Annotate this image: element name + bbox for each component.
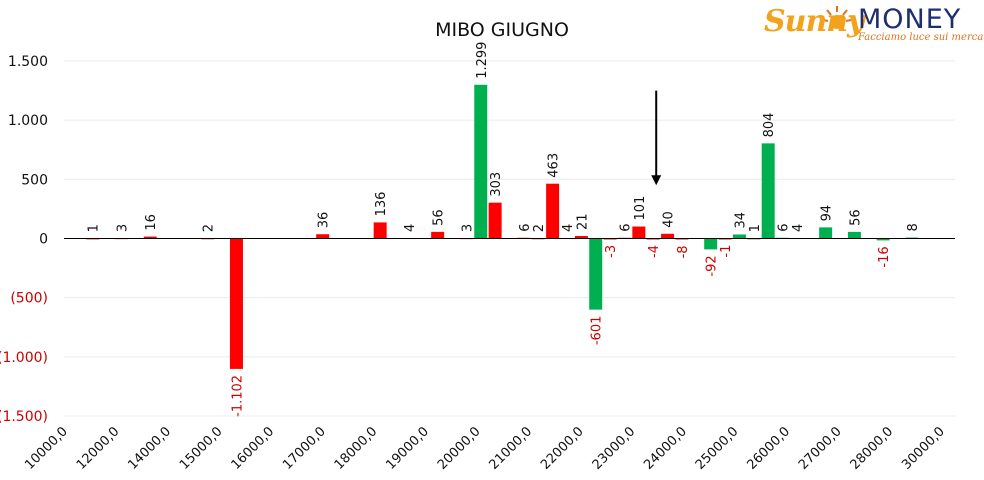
x-tick-label: 25000,0 [693, 424, 742, 473]
x-axis: 10000,0 12000,0 14000,0 15000,0 16000,0 17000… [22, 424, 948, 473]
bar [474, 84, 488, 239]
data-label: -601 [590, 316, 605, 346]
bar [316, 234, 330, 239]
x-tick-label: 15000,0 [177, 424, 226, 473]
data-label: -3 [604, 245, 619, 258]
y-tick-label: 0 [39, 232, 48, 248]
x-tick-label: 27000,0 [796, 424, 845, 473]
data-label: 303 [489, 172, 504, 197]
data-label: 6 [777, 224, 792, 232]
logo-tagline: Facciamo luce sui mercati [858, 32, 984, 43]
data-label: 3 [460, 224, 475, 232]
sunny-money-logo: Sunny MONEY Facciamo luce sui mercati [762, 4, 984, 52]
gridlines [64, 60, 955, 417]
x-tick-label: 23000,0 [590, 424, 639, 473]
bar [574, 236, 588, 239]
bar [431, 231, 445, 239]
data-label: -8 [676, 245, 691, 258]
x-tick-label: 26000,0 [744, 424, 793, 473]
data-label: 34 [733, 212, 748, 229]
data-label: 804 [762, 113, 777, 138]
bar [589, 238, 603, 310]
data-label: 1.299 [475, 42, 490, 79]
bar [143, 236, 157, 239]
logo-word-money: MONEY [858, 4, 962, 35]
data-label: 2 [532, 224, 547, 232]
data-label: 1 [87, 224, 102, 232]
x-tick-label: 30000,0 [899, 424, 948, 473]
data-label: 16 [144, 214, 159, 231]
data-label: 40 [662, 211, 677, 228]
data-label: -16 [877, 246, 892, 267]
bar [704, 238, 718, 250]
x-tick-label: 21000,0 [486, 424, 535, 473]
chart-title: MIBO GIUGNO [435, 19, 569, 41]
x-tick-label: 12000,0 [74, 424, 123, 473]
bar [632, 226, 646, 239]
data-label: 6 [518, 224, 533, 232]
data-label: 4 [403, 224, 418, 232]
bar [546, 183, 560, 239]
data-label: 6 [618, 224, 633, 232]
x-tick-label: 18000,0 [332, 424, 381, 473]
arrow-head [651, 175, 662, 186]
x-tick-label: 16000,0 [229, 424, 278, 473]
data-label: 56 [848, 209, 863, 226]
data-label: 2 [202, 224, 217, 232]
data-label: 36 [317, 212, 332, 229]
sun-icon [822, 6, 852, 29]
data-label: 56 [432, 209, 447, 226]
bar [732, 234, 746, 239]
data-label: -92 [705, 255, 720, 276]
bars [86, 84, 919, 369]
bar [229, 238, 243, 369]
data-label: 1 [748, 224, 763, 232]
y-tick-label: (500) [10, 291, 48, 307]
y-tick-label: (1.500) [0, 409, 48, 425]
bar [661, 233, 675, 239]
y-tick-label: 500 [21, 172, 48, 188]
x-tick-label: 22000,0 [538, 424, 587, 473]
data-label: 4 [561, 224, 576, 232]
data-label: 8 [906, 223, 921, 231]
y-tick-label: (1.000) [0, 350, 48, 366]
data-label: 101 [633, 196, 648, 221]
logo-word-sunny: Sunny [764, 4, 865, 39]
data-label: -4 [647, 245, 662, 258]
x-tick-label: 10000,0 [22, 424, 71, 473]
bar [847, 231, 861, 239]
data-label: 94 [820, 205, 835, 222]
x-tick-label: 14000,0 [125, 424, 174, 473]
data-label: 4 [791, 224, 806, 232]
x-tick-label: 17000,0 [280, 424, 329, 473]
bar [373, 222, 387, 239]
annotations [651, 90, 662, 186]
x-tick-label: 28000,0 [848, 424, 897, 473]
bar [819, 227, 833, 239]
data-label: 136 [374, 192, 389, 217]
bar [761, 143, 775, 239]
data-label: -1 [719, 245, 734, 258]
y-axis: 1.500 1.000 500 0 (500) (1.000) (1.500) [0, 54, 48, 425]
y-tick-label: 1.000 [8, 113, 48, 129]
bar [876, 238, 890, 241]
x-tick-label: 24000,0 [641, 424, 690, 473]
bar [488, 202, 502, 239]
data-label: 463 [547, 153, 562, 178]
data-label: 3 [115, 224, 130, 232]
x-tick-label: 19000,0 [383, 424, 432, 473]
data-label: 21 [575, 213, 590, 230]
data-label: -1.102 [230, 375, 245, 417]
x-tick-label: 20000,0 [435, 424, 484, 473]
y-tick-label: 1.500 [8, 54, 48, 70]
